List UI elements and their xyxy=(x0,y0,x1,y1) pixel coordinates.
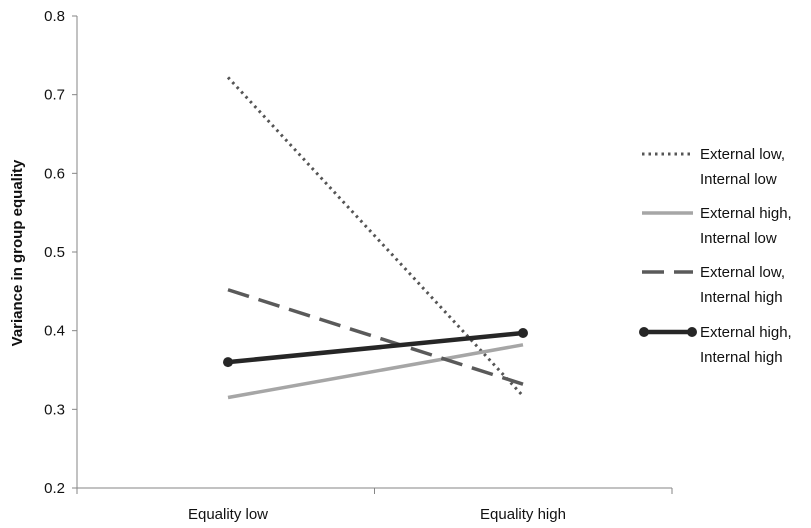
y-axis-title: Variance in group equality xyxy=(9,159,26,346)
y-tick-label: 0.7 xyxy=(44,87,65,104)
x-tick-label: Equality high xyxy=(480,506,566,523)
y-tick-label: 0.8 xyxy=(44,8,65,25)
legend-label-2: External high, xyxy=(700,205,792,222)
x-tick-label: Equality low xyxy=(188,506,268,523)
y-tick-label: 0.6 xyxy=(44,165,65,182)
series-line-3 xyxy=(227,288,524,386)
legend-label-1: External low, xyxy=(700,146,785,163)
y-tick-label: 0.4 xyxy=(44,323,65,340)
legend: External low, Internal low External high, I… xyxy=(639,146,792,366)
legend-label-2: Internal low xyxy=(700,230,777,247)
series-line-1 xyxy=(226,76,525,397)
series-line-4 xyxy=(227,330,524,365)
legend-label-4: Internal high xyxy=(700,349,783,366)
y-tick-label: 0.3 xyxy=(44,401,65,418)
series-4-point xyxy=(518,328,528,339)
series-4-point xyxy=(223,357,233,368)
y-tick-label: 0.2 xyxy=(44,480,65,497)
series-line-2 xyxy=(227,343,524,400)
legend-label-1: Internal low xyxy=(700,171,777,188)
plot-area: 0.2 0.3 0.4 0.5 0.6 0.7 0.8 Equality low Equalit… xyxy=(44,8,673,523)
legend-label-4: External high, xyxy=(700,324,792,341)
y-tick-label: 0.5 xyxy=(44,244,65,261)
legend-label-3: External low, xyxy=(700,264,785,281)
legend-marker xyxy=(639,327,649,337)
legend-label-3: Internal high xyxy=(700,289,783,306)
legend-marker xyxy=(687,327,697,337)
